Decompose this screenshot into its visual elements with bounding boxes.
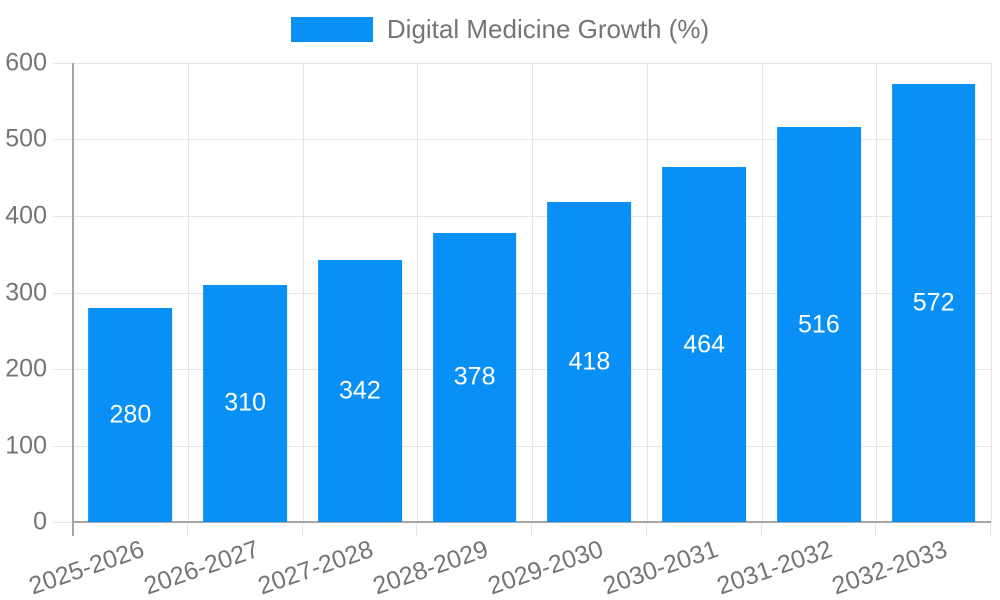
x-axis-tick: [990, 522, 991, 536]
x-axis-line: [73, 521, 991, 523]
y-tick-label: 200: [5, 354, 47, 383]
x-axis-tick: [301, 522, 303, 536]
y-tick-label: 0: [33, 507, 47, 536]
gridline-vertical: [417, 63, 419, 522]
bar-value-label: 280: [109, 400, 152, 429]
y-tick-label: 300: [5, 278, 47, 306]
bar-value-label: 464: [683, 330, 725, 359]
bar: 342: [317, 260, 402, 522]
bar: 310: [203, 284, 288, 522]
y-tick-label: 400: [5, 201, 47, 230]
bar: 572: [891, 84, 976, 522]
y-axis-tick: [53, 445, 73, 447]
x-axis-tick: [416, 522, 418, 536]
x-tick-label: 2031-2032: [713, 535, 836, 600]
y-axis-tick: [53, 215, 73, 217]
x-tick-label: 2025-2026: [25, 535, 148, 600]
bar: 464: [662, 167, 747, 522]
legend-swatch: [290, 17, 373, 42]
x-tick-label: 2027-2028: [254, 535, 377, 600]
gridline-vertical: [876, 63, 878, 522]
x-tick-label: 2026-2027: [140, 535, 263, 600]
gridline-vertical: [187, 63, 189, 522]
gridline-vertical: [991, 63, 992, 522]
y-axis-tick: [53, 292, 73, 294]
bar: 418: [547, 202, 632, 522]
bar: 516: [776, 127, 861, 522]
gridline-vertical: [646, 63, 648, 522]
bar: 378: [432, 232, 517, 522]
bar-value-label: 418: [568, 347, 611, 376]
x-axis-tick: [186, 522, 188, 536]
x-tick-label: 2032-2033: [828, 535, 951, 600]
gridline-vertical: [532, 63, 533, 522]
x-tick-label: 2028-2029: [369, 535, 492, 600]
y-axis-tick: [53, 139, 73, 141]
plot-area: 0 100 200 300 400 500 600 280 2025-2026 310 2026-2…: [5, 49, 992, 600]
y-axis-tick: [53, 368, 73, 370]
y-axis-line: [72, 63, 74, 536]
gridline-vertical: [302, 63, 304, 522]
y-tick-label: 100: [5, 431, 47, 459]
chart-legend: Digital Medicine Growth (%): [0, 14, 1000, 45]
y-tick-label: 600: [5, 48, 47, 77]
bar-value-label: 516: [798, 310, 840, 339]
x-axis-tick: [875, 522, 877, 536]
bar-value-label: 310: [224, 388, 266, 417]
bar-value-label: 572: [912, 288, 955, 317]
legend-label: Digital Medicine Growth (%): [386, 14, 710, 44]
y-axis-tick: [53, 522, 73, 523]
y-axis-tick: [53, 63, 73, 64]
x-axis-tick: [760, 522, 762, 536]
x-axis-tick: [531, 522, 532, 536]
bar-value-label: 342: [339, 376, 381, 405]
x-tick-label: 2029-2030: [484, 535, 607, 600]
bar-value-label: 378: [453, 362, 496, 391]
y-tick-label: 500: [5, 124, 47, 153]
bar: 280: [88, 307, 173, 522]
gridline-vertical: [761, 63, 763, 522]
x-tick-label: 2030-2031: [599, 535, 722, 600]
x-axis-tick: [645, 522, 647, 536]
